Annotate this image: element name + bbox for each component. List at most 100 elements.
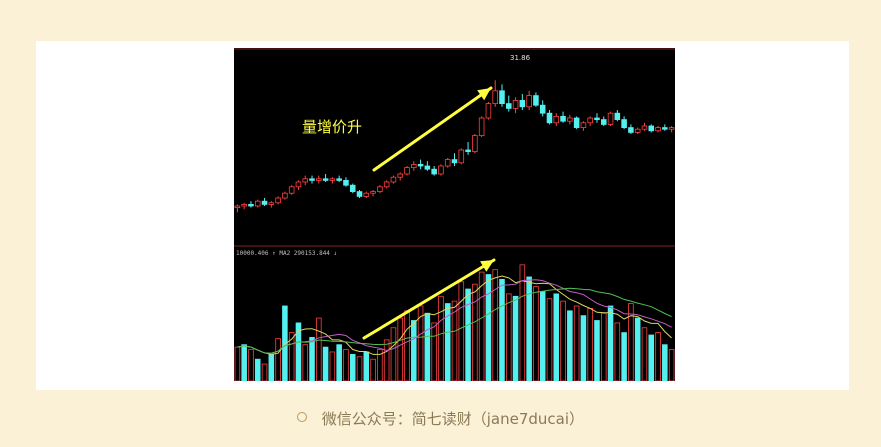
arrow-shaft	[372, 86, 493, 172]
candle-body	[295, 181, 302, 188]
volume-bar	[261, 363, 268, 381]
caption: 微信公众号：简七读财（jane7ducai）	[0, 408, 881, 429]
candle-body	[580, 122, 587, 129]
volume-bar	[458, 281, 465, 381]
volume-bar	[587, 307, 593, 381]
volume-bar	[655, 332, 661, 381]
candle-body	[316, 178, 322, 181]
volume-bar	[254, 358, 261, 381]
candle-body	[254, 200, 261, 207]
volume-bars	[234, 264, 675, 381]
annotation-label: 量增价升	[302, 118, 362, 136]
candle-body	[662, 127, 668, 130]
price-trend-arrow	[372, 86, 493, 172]
candle-body	[349, 184, 356, 192]
volume-bar	[465, 288, 471, 381]
candle-body	[377, 186, 383, 193]
candle-body	[424, 165, 431, 170]
volume-bar	[309, 337, 315, 381]
candle-body	[499, 90, 505, 104]
candle-body	[607, 112, 614, 125]
candle-body	[336, 178, 342, 181]
candle-body	[539, 104, 546, 114]
candle-body	[329, 178, 336, 181]
candle-body	[411, 164, 417, 169]
volume-bar	[349, 353, 356, 381]
candle-body	[417, 164, 424, 167]
volume-bar	[356, 356, 363, 381]
volume-trend-arrow	[362, 258, 496, 340]
candle-body	[655, 127, 661, 132]
chart-canvas: 10000.406 ↑ MA2 290153.844 ↓ 31.86 量增价升	[234, 48, 675, 381]
candle-body	[648, 125, 655, 132]
candle-body	[241, 203, 247, 207]
candle-body	[472, 135, 478, 152]
arrow-shaft	[362, 258, 496, 340]
candle-body	[465, 149, 471, 153]
candle-body	[431, 168, 437, 175]
volume-bar	[404, 310, 410, 381]
candle-body	[438, 165, 444, 175]
volume-bar	[397, 317, 403, 381]
volume-bar	[268, 353, 275, 381]
volume-bar	[648, 334, 655, 381]
volume-bar	[363, 351, 370, 381]
candle-body	[668, 127, 675, 130]
candle-body	[390, 176, 397, 183]
volume-bar	[431, 322, 437, 381]
volume-bar	[383, 339, 390, 381]
volume-bar	[539, 291, 546, 381]
candle-body	[512, 100, 519, 109]
candle-body	[343, 179, 349, 186]
candle-body	[356, 191, 363, 197]
volume-bar	[438, 295, 444, 381]
ma5-line	[237, 275, 672, 355]
volume-bar	[370, 358, 376, 381]
volume-bar	[641, 327, 648, 381]
volume-bar	[567, 310, 573, 381]
volume-bar	[560, 300, 566, 381]
peak-price-label: 31.86	[510, 54, 531, 62]
candle-body	[234, 205, 241, 209]
caption-text: 微信公众号：简七读财（jane7ducai）	[321, 410, 585, 428]
volume-bar	[444, 303, 451, 381]
trend-arrows	[362, 86, 496, 340]
chart-grid	[234, 48, 675, 247]
volume-bar	[234, 346, 241, 381]
candles	[234, 80, 675, 213]
volume-bar	[295, 322, 302, 381]
volume-bar	[411, 320, 417, 381]
volume-bar	[275, 338, 281, 381]
candle-body	[322, 178, 329, 181]
candle-body	[302, 178, 309, 183]
candle-body	[268, 202, 275, 205]
volume-bar	[390, 327, 397, 381]
volume-bar	[329, 351, 336, 381]
candle-body	[600, 119, 607, 125]
candle-body	[621, 119, 627, 128]
candle-body	[397, 173, 403, 178]
volume-bar	[336, 344, 342, 381]
candle-body	[288, 186, 295, 194]
candle-body	[275, 197, 281, 204]
volume-bar	[417, 305, 424, 381]
candle-body	[248, 203, 254, 207]
volume-bar	[492, 269, 498, 381]
candle-body	[458, 149, 465, 164]
candle-body	[363, 192, 370, 197]
volume-bar	[472, 283, 478, 381]
candle-body	[478, 117, 485, 137]
candle-body	[567, 117, 573, 122]
volume-bar	[607, 305, 614, 381]
volume-bar	[248, 349, 254, 381]
volume-bar	[594, 320, 600, 381]
candle-body	[519, 100, 526, 108]
candle-body	[506, 103, 512, 109]
volume-bar	[241, 344, 247, 381]
volume-legend: 10000.406 ↑ MA2 290153.844 ↓	[236, 250, 337, 257]
candle-body	[641, 125, 648, 130]
candle-body	[614, 112, 621, 120]
volume-bar	[499, 278, 505, 381]
candle-body	[383, 181, 390, 188]
volume-bar	[668, 349, 675, 381]
